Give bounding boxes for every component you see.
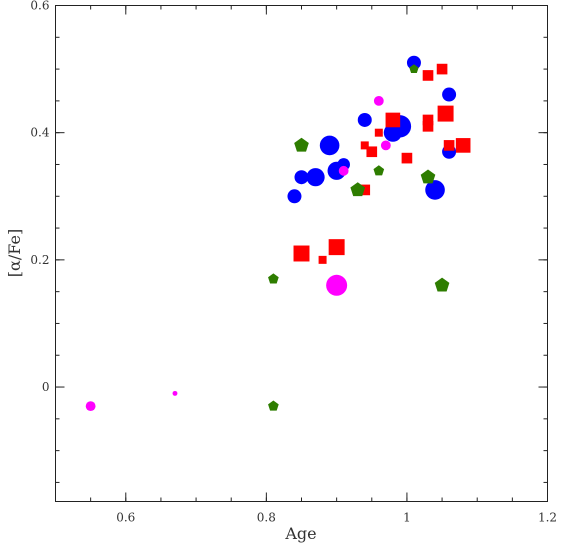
square-point: [360, 141, 369, 150]
x-tick-label: 0.8: [257, 511, 276, 525]
circle-point: [294, 170, 309, 185]
square-point: [374, 128, 383, 137]
x-tick-labels: 0.6 0.8 1 1.2: [116, 511, 557, 525]
circle-point: [406, 55, 421, 70]
circle-point: [326, 274, 348, 296]
axis-ticks: [55, 5, 548, 502]
pentagon-point: [268, 400, 279, 411]
pentagon-point: [434, 277, 450, 292]
y-tick-label: 0.2: [30, 253, 49, 267]
x-tick-label: 0.6: [116, 511, 135, 525]
pentagon-point: [373, 165, 385, 176]
y-tick-labels: 0 0.2 0.4 0.6: [30, 0, 49, 394]
circle-point: [319, 135, 340, 156]
data-points: [85, 55, 471, 412]
square-point: [328, 239, 345, 256]
circle-point: [172, 390, 178, 396]
pentagon-point: [294, 137, 309, 152]
y-tick-label: 0.6: [30, 0, 49, 13]
square-point: [359, 184, 371, 196]
square-point: [422, 70, 434, 81]
circle-point: [327, 161, 346, 180]
circle-point: [338, 165, 349, 176]
x-axis-title: Age: [284, 524, 316, 543]
circle-point: [425, 180, 445, 200]
square-point: [437, 105, 454, 122]
circle-point: [383, 123, 402, 142]
pentagon-point: [409, 64, 419, 74]
y-tick-label: 0.4: [30, 126, 49, 140]
pentagon-point: [268, 273, 279, 284]
square-point: [401, 152, 413, 164]
circle-point: [306, 168, 325, 187]
circle-point: [357, 112, 372, 127]
pentagon-point: [420, 169, 436, 184]
circle-point: [373, 95, 384, 106]
square-point: [366, 146, 378, 158]
square-point: [436, 63, 448, 75]
square-point: [385, 112, 401, 128]
circle-point: [85, 401, 96, 412]
square-point: [422, 121, 434, 132]
x-tick-label: 1: [403, 511, 411, 525]
pentagon-point: [350, 182, 366, 197]
circle-point: [380, 140, 391, 151]
y-axis-title: [α/Fe]: [5, 229, 24, 277]
square-point: [293, 245, 310, 262]
circle-point: [287, 189, 302, 204]
square-point: [443, 140, 455, 151]
square-point: [422, 114, 434, 126]
square-point: [318, 255, 327, 264]
x-tick-label: 1.2: [538, 511, 557, 525]
square-point: [455, 138, 471, 153]
y-tick-label: 0: [42, 380, 50, 394]
circle-point: [442, 87, 457, 102]
